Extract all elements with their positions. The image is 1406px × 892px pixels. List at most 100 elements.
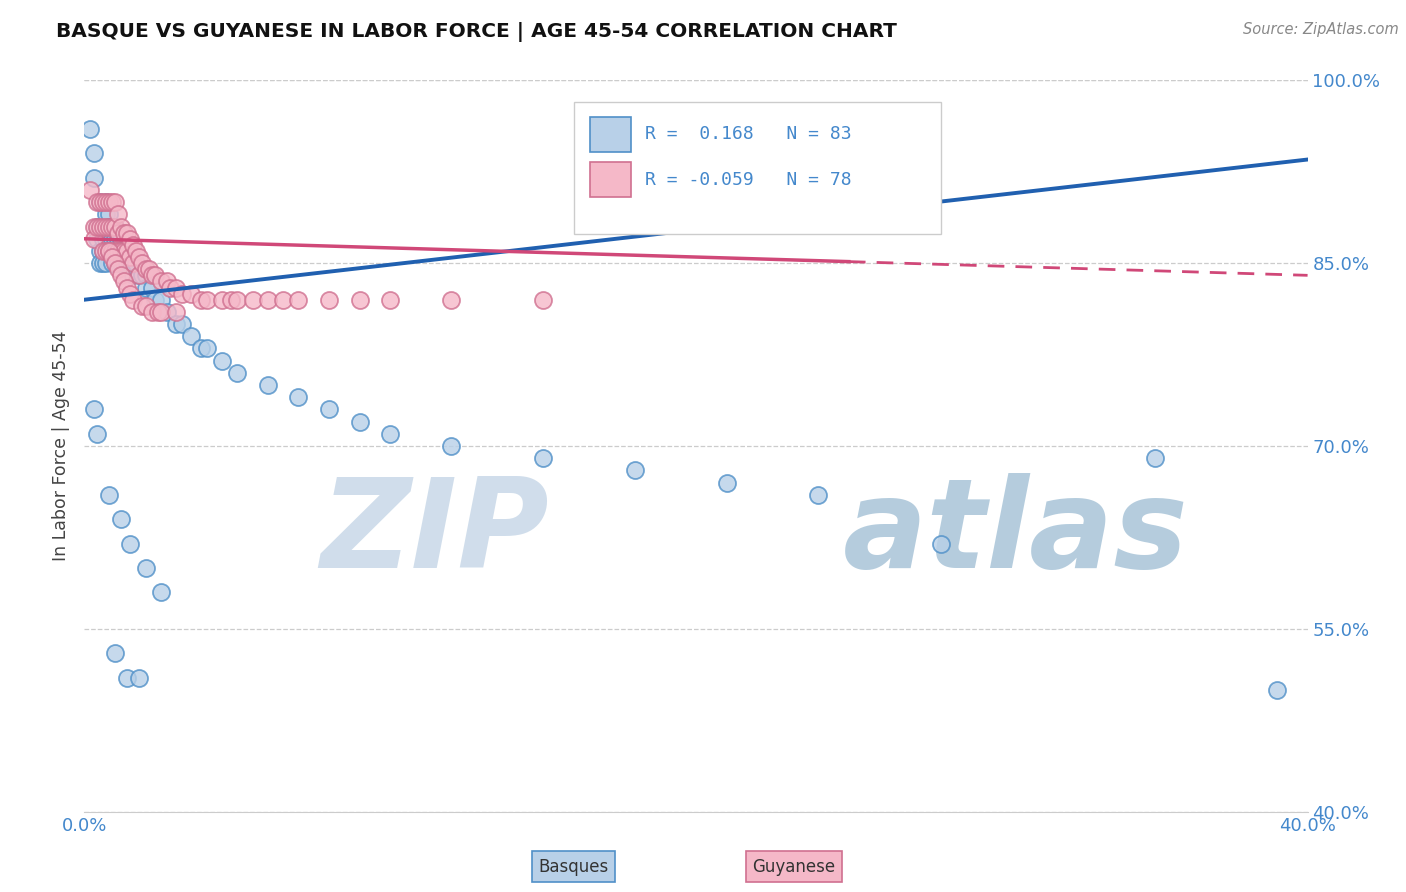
Text: ZIP: ZIP: [321, 474, 550, 594]
Point: [91, 232, 114, 246]
Point: [101, 219, 124, 234]
Point: [440, 439, 463, 453]
Point: [190, 293, 212, 307]
Point: [146, 305, 169, 319]
Point: [149, 293, 172, 307]
Point: [120, 256, 142, 270]
Point: [318, 402, 340, 417]
Text: R = -0.059   N = 78: R = -0.059 N = 78: [644, 170, 851, 189]
Point: [122, 256, 145, 270]
Point: [115, 244, 138, 258]
Point: [128, 268, 150, 283]
Point: [120, 250, 142, 264]
Point: [195, 293, 218, 307]
Text: Basques: Basques: [538, 857, 609, 876]
Point: [97, 219, 120, 234]
Point: [112, 244, 135, 258]
Point: [380, 426, 402, 441]
Point: [94, 207, 117, 221]
Point: [165, 305, 187, 319]
Point: [97, 244, 120, 258]
Point: [531, 451, 554, 466]
Point: [89, 195, 111, 210]
Point: [107, 244, 129, 258]
Point: [104, 244, 127, 258]
Point: [531, 293, 554, 307]
Point: [226, 366, 249, 380]
Point: [128, 671, 150, 685]
Text: R =  0.168   N = 83: R = 0.168 N = 83: [644, 126, 851, 144]
Point: [1265, 682, 1288, 697]
Point: [149, 585, 172, 599]
Point: [97, 232, 120, 246]
Point: [91, 219, 114, 234]
Point: [112, 226, 135, 240]
Point: [159, 280, 181, 294]
Point: [86, 426, 108, 441]
Point: [257, 378, 280, 392]
Point: [101, 256, 124, 270]
Point: [83, 146, 105, 161]
Point: [122, 268, 145, 283]
Point: [89, 256, 111, 270]
Point: [115, 226, 138, 240]
Point: [110, 219, 132, 234]
Point: [94, 195, 117, 210]
FancyBboxPatch shape: [589, 117, 631, 152]
Point: [89, 219, 111, 234]
Point: [122, 256, 145, 270]
Point: [172, 286, 194, 301]
Point: [138, 262, 160, 277]
Point: [94, 232, 117, 246]
Point: [83, 170, 105, 185]
Point: [101, 244, 124, 258]
Point: [91, 244, 114, 258]
Point: [271, 293, 294, 307]
Point: [440, 293, 463, 307]
Point: [101, 219, 124, 234]
Point: [190, 342, 212, 356]
Point: [104, 256, 127, 270]
Point: [115, 256, 138, 270]
Point: [120, 244, 142, 258]
Text: atlas: atlas: [842, 474, 1188, 594]
Point: [101, 195, 124, 210]
Point: [141, 268, 163, 283]
Point: [104, 256, 127, 270]
Point: [929, 536, 952, 550]
Text: Guyanese: Guyanese: [752, 857, 835, 876]
Point: [97, 244, 120, 258]
Point: [104, 232, 127, 246]
Point: [211, 353, 233, 368]
Point: [104, 219, 127, 234]
Point: [143, 268, 166, 283]
FancyBboxPatch shape: [574, 103, 941, 234]
Point: [107, 207, 129, 221]
Point: [94, 219, 117, 234]
Point: [226, 293, 249, 307]
Point: [94, 244, 117, 258]
Point: [86, 232, 108, 246]
Point: [380, 293, 402, 307]
FancyBboxPatch shape: [589, 162, 631, 197]
Point: [83, 402, 105, 417]
Point: [94, 219, 117, 234]
Point: [89, 195, 111, 210]
Point: [91, 219, 114, 234]
Point: [141, 280, 163, 294]
Point: [122, 238, 145, 252]
Point: [110, 268, 132, 283]
Point: [135, 268, 157, 283]
Point: [110, 256, 132, 270]
Point: [131, 299, 153, 313]
Point: [107, 226, 129, 240]
Point: [318, 293, 340, 307]
Point: [120, 232, 142, 246]
Point: [101, 250, 124, 264]
Point: [125, 256, 148, 270]
Point: [107, 244, 129, 258]
Point: [128, 268, 150, 283]
Point: [287, 293, 309, 307]
Point: [91, 256, 114, 270]
Point: [115, 244, 138, 258]
